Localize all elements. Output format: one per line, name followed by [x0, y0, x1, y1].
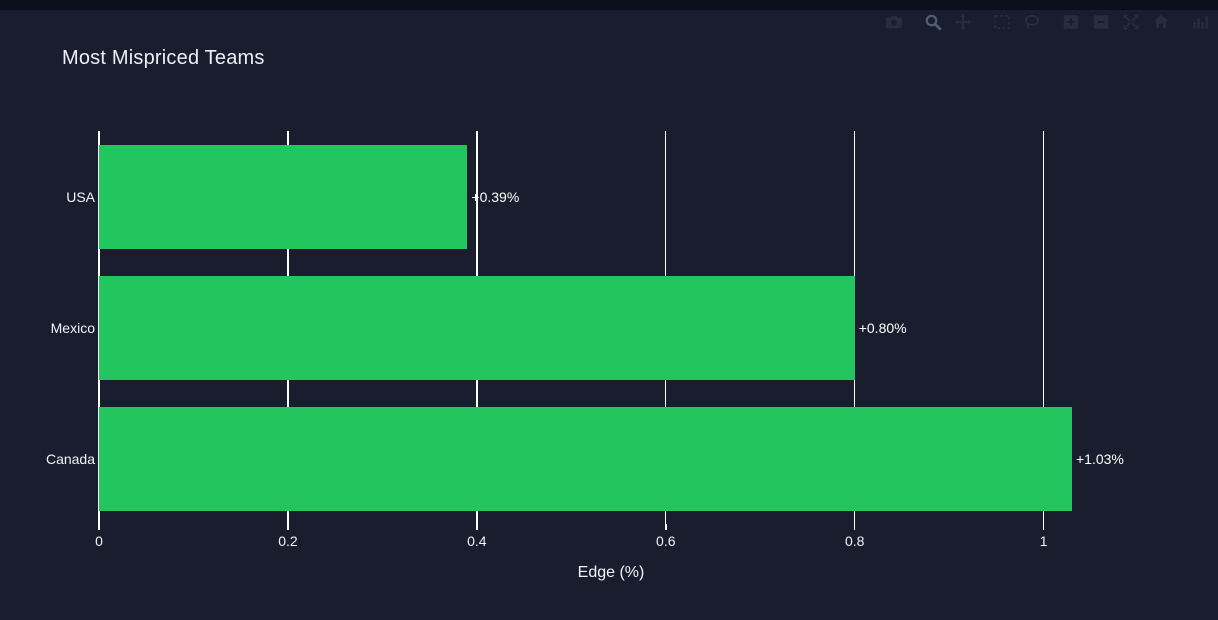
bar-value-label: +1.03% [1075, 450, 1124, 467]
xtick-label: 0.4 [467, 533, 487, 549]
gridline [1042, 131, 1045, 524]
autoscale-icon[interactable] [1120, 11, 1141, 32]
ytick-label-usa: USA [66, 188, 95, 205]
xtick-label: 0 [95, 533, 103, 549]
box-select-icon[interactable] [991, 11, 1012, 32]
xaxis-title: Edge (%) [577, 564, 645, 581]
zoom-icon[interactable] [922, 11, 943, 32]
xtick-mark [853, 524, 856, 530]
pan-icon[interactable] [952, 11, 973, 32]
xtick-label: 1 [1039, 533, 1048, 549]
xtick-label: 0.6 [656, 533, 676, 549]
bar-usa[interactable] [99, 144, 468, 249]
xtick-mark [287, 524, 289, 530]
xtick-mark [98, 524, 100, 530]
zoom-out-icon[interactable] [1090, 11, 1111, 32]
xtick-mark [1042, 524, 1045, 530]
modebar [883, 11, 1210, 32]
bar-value-label: +0.80% [858, 319, 907, 336]
camera-icon[interactable] [883, 11, 904, 32]
bar-mexico[interactable] [99, 275, 855, 380]
chart-title: Most Mispriced Teams [62, 47, 265, 69]
reset-axes-icon[interactable] [1150, 11, 1171, 32]
bar-canada[interactable] [99, 406, 1072, 511]
xtick-label: 0.2 [278, 533, 298, 549]
plotly-logo-icon[interactable] [1189, 11, 1210, 32]
zoom-in-icon[interactable] [1060, 11, 1081, 32]
ytick-label-canada: Canada [45, 450, 95, 467]
xtick-label: 0.8 [844, 533, 865, 549]
lasso-select-icon[interactable] [1021, 11, 1042, 32]
xtick-mark [665, 524, 667, 530]
ytick-label-mexico: Mexico [50, 319, 95, 336]
bar-value-label: +0.39% [471, 188, 520, 205]
xtick-mark [476, 524, 478, 530]
